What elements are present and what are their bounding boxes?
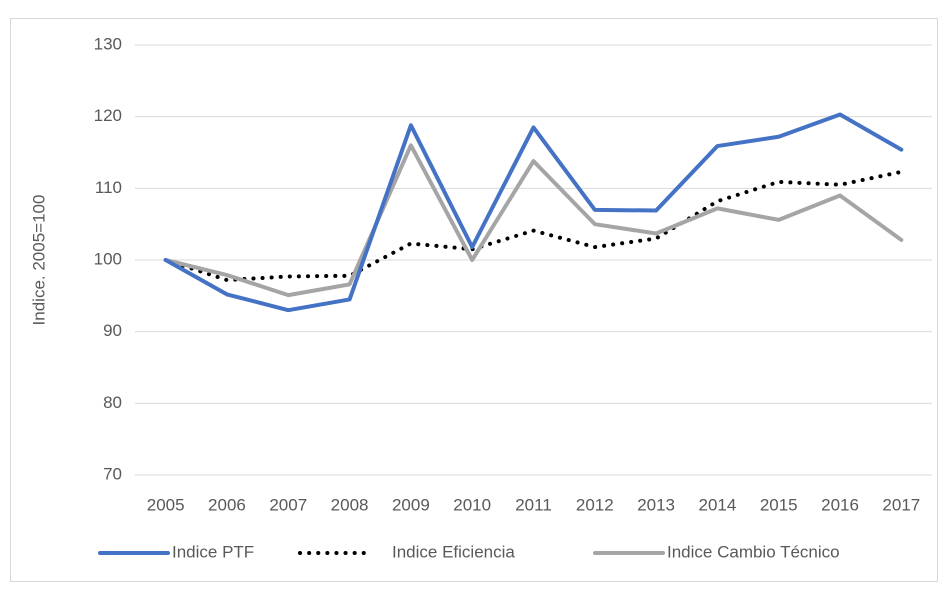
x-tick-label: 2007: [269, 495, 307, 514]
x-tick-label: 2005: [147, 495, 185, 514]
y-axis-label: Indice. 2005=100: [29, 195, 48, 326]
y-tick-label: 80: [103, 393, 122, 412]
legend-label: Indice PTF: [172, 542, 254, 561]
x-tick-label: 2009: [392, 495, 430, 514]
legend-label: Indice Cambio Técnico: [667, 542, 840, 561]
x-tick-label: 2006: [208, 495, 246, 514]
x-tick-label: 2011: [515, 495, 552, 514]
x-tick-label: 2008: [331, 495, 369, 514]
y-tick-label: 70: [103, 464, 122, 483]
x-tick-label: 2015: [760, 495, 798, 514]
y-tick-label: 100: [94, 249, 122, 268]
series-line: [163, 112, 904, 313]
chart-frame: [10, 18, 938, 582]
y-tick-label: 90: [103, 321, 122, 340]
legend-label: Indice Eficiencia: [392, 542, 515, 561]
x-tick-label: 2014: [699, 495, 737, 514]
x-tick-label: 2017: [882, 495, 920, 514]
series-line: [163, 169, 904, 283]
x-tick-label: 2013: [637, 495, 675, 514]
series-line: [163, 143, 904, 298]
y-tick-label: 110: [95, 178, 122, 197]
y-tick-label: 130: [94, 34, 122, 53]
x-tick-label: 2010: [453, 495, 491, 514]
x-tick-label: 2016: [821, 495, 859, 514]
x-tick-label: 2012: [576, 495, 614, 514]
y-tick-label: 120: [94, 106, 122, 125]
